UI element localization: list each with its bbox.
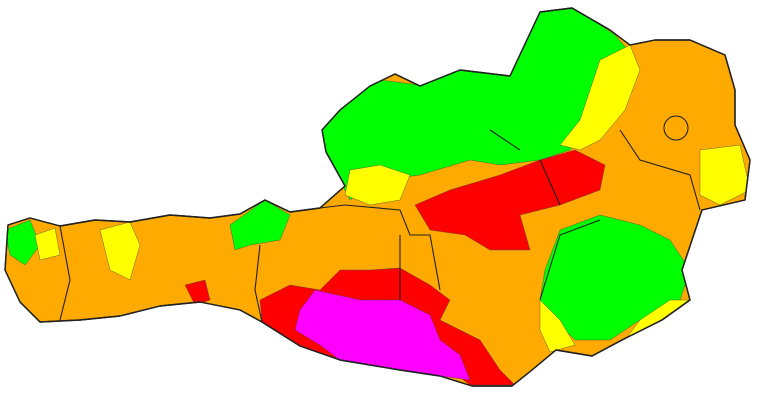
state-borders — [59, 115, 701, 323]
region-level-4-carinthia — [294, 289, 471, 381]
region-no-warning-west1 — [5, 219, 41, 266]
region-level-1-north — [559, 44, 641, 151]
region-level-1-southeast — [539, 299, 576, 353]
country-outline — [4, 7, 751, 387]
region-level-1-tyrol — [99, 221, 141, 281]
region-level-3-center — [414, 149, 606, 251]
region-level-1-east — [699, 144, 750, 206]
region-level-1-mid — [344, 164, 411, 206]
region-level-1-west — [34, 227, 61, 261]
vienna-border — [663, 115, 689, 141]
region-level-3-tyrol — [184, 279, 211, 306]
